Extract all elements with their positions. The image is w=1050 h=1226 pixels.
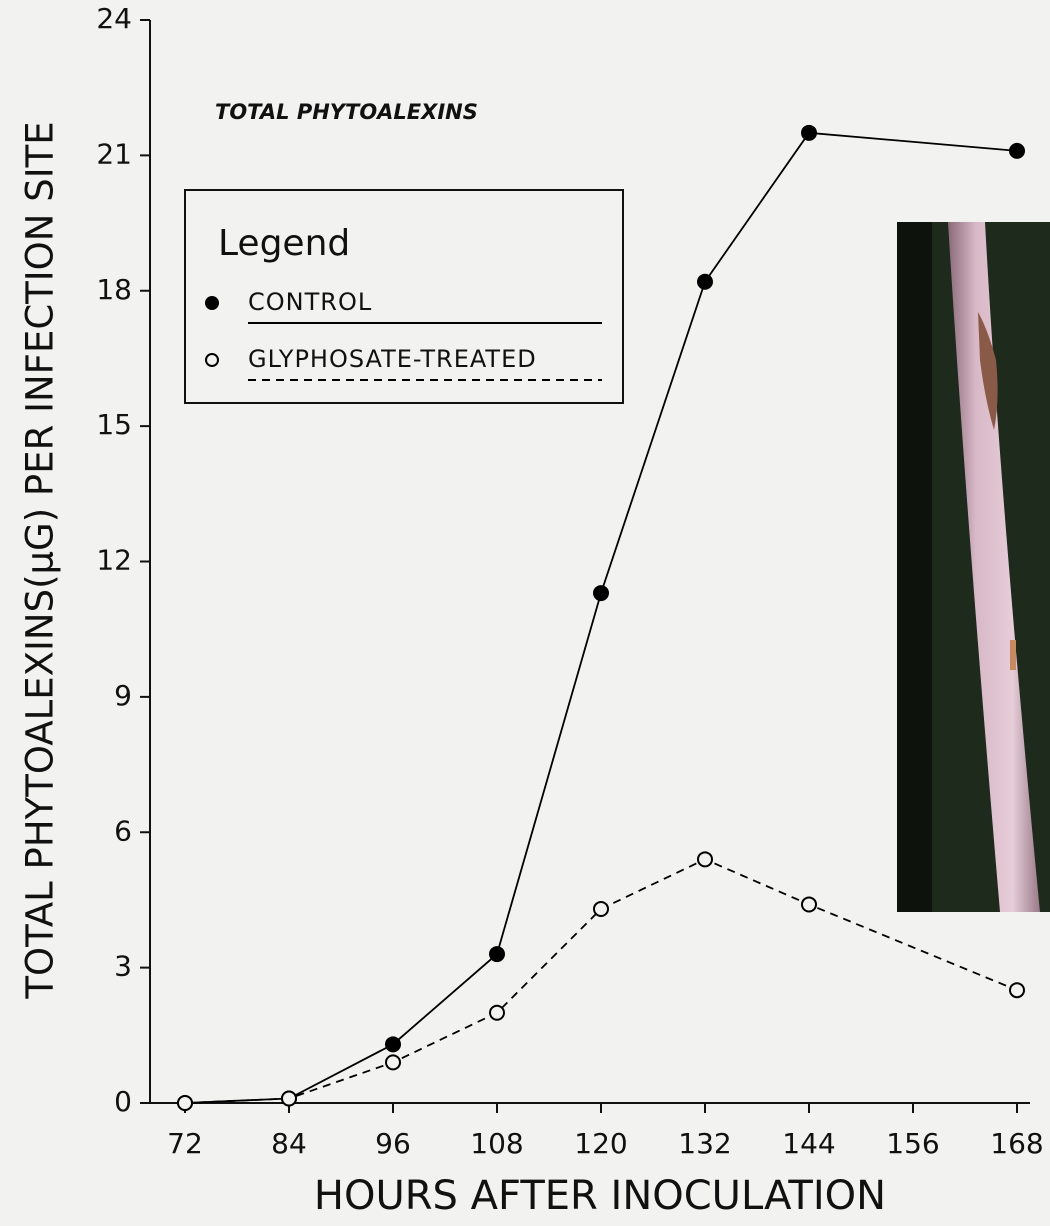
series-line	[185, 133, 1017, 1103]
series-line	[185, 859, 1017, 1103]
x-tick-label: 132	[678, 1127, 731, 1160]
x-tick-label: 84	[271, 1127, 307, 1160]
legend-title: Legend	[218, 223, 350, 264]
x-tick-label: 168	[990, 1127, 1043, 1160]
x-tick-label: 108	[470, 1127, 523, 1160]
data-point	[386, 1055, 400, 1069]
chart: TOTAL PHYTOALEXINS HOURS AFTER INOCULATI…	[0, 0, 1050, 1226]
legend-label: GLYPHOSATE-TREATED	[248, 345, 537, 373]
y-tick-label: 12	[96, 544, 132, 577]
data-point	[490, 947, 504, 961]
x-tick-label: 72	[167, 1127, 203, 1160]
inset-photo	[897, 222, 1050, 912]
data-point	[698, 852, 712, 866]
y-tick-label: 9	[114, 679, 132, 712]
x-axis-title: HOURS AFTER INOCULATION	[314, 1173, 886, 1219]
legend-marker	[206, 354, 218, 366]
data-point	[1010, 144, 1024, 158]
y-tick-label: 24	[96, 2, 132, 35]
data-point	[802, 126, 816, 140]
annotation: TOTAL PHYTOALEXINS	[215, 100, 478, 124]
x-tick-label: 96	[375, 1127, 411, 1160]
data-point	[698, 275, 712, 289]
x-tick-label: 120	[574, 1127, 627, 1160]
data-point	[594, 902, 608, 916]
y-tick-label: 15	[96, 408, 132, 441]
y-tick-label: 18	[96, 273, 132, 306]
data-point	[594, 586, 608, 600]
data-point	[178, 1096, 192, 1110]
data-point	[490, 1006, 504, 1020]
data-point	[282, 1091, 296, 1105]
data-point	[1010, 983, 1024, 997]
x-tick-label: 156	[886, 1127, 939, 1160]
y-tick-label: 3	[114, 950, 132, 983]
x-tick-label: 144	[782, 1127, 835, 1160]
y-tick-label: 21	[96, 137, 132, 170]
data-point	[802, 897, 816, 911]
y-tick-label: 0	[114, 1085, 132, 1118]
data-point	[386, 1037, 400, 1051]
y-axis-title: TOTAL PHYTOALEXINS(μG) PER INFECTION SIT…	[19, 121, 62, 999]
legend-label: CONTROL	[248, 288, 372, 316]
y-tick-label: 6	[114, 814, 132, 847]
legend-marker	[206, 297, 218, 309]
